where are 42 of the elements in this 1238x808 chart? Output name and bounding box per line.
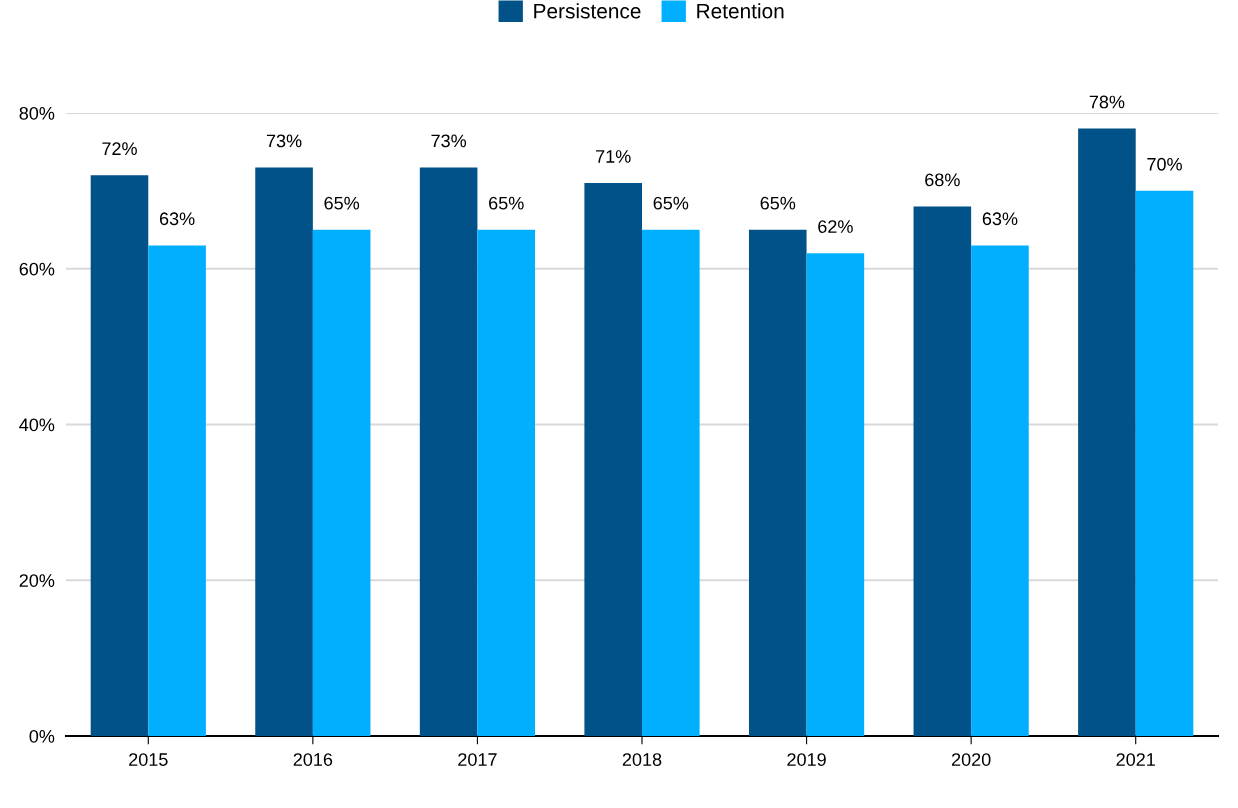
bar	[419, 167, 478, 736]
data-label: 65%	[324, 196, 360, 210]
bar	[748, 229, 807, 736]
data-label: 62%	[818, 220, 853, 233]
data-label: 63%	[159, 212, 195, 226]
bar	[642, 229, 700, 736]
data-label: 70%	[1147, 157, 1182, 171]
bar	[255, 167, 313, 736]
data-label: 73%	[266, 134, 302, 148]
data-label: 68%	[925, 173, 960, 187]
x-tick-label: 2018	[622, 753, 662, 766]
bar	[477, 229, 536, 736]
x-tick-label: 2020	[951, 753, 991, 766]
x-tick-label: 2021	[1116, 753, 1155, 766]
x-tick-label: 2016	[293, 753, 333, 766]
x-tick-label: 2019	[787, 753, 826, 766]
y-tick-label: 80%	[19, 106, 55, 120]
bar	[913, 206, 972, 736]
bar	[584, 183, 642, 736]
data-label: 72%	[102, 142, 137, 155]
y-tick-label: 0%	[29, 729, 55, 743]
bar	[90, 175, 149, 736]
data-label: 65%	[653, 196, 689, 210]
data-label: 65%	[760, 196, 796, 210]
data-label: 78%	[1089, 95, 1125, 109]
x-tick-label: 2017	[458, 753, 497, 766]
data-label: 63%	[982, 212, 1018, 226]
legend-label: Persistence	[534, 3, 641, 19]
bar	[971, 245, 1029, 736]
y-tick-label: 40%	[19, 418, 55, 432]
data-label: 65%	[489, 196, 524, 210]
legend-label: Retention	[697, 3, 784, 19]
bar	[312, 229, 371, 736]
y-tick-label: 60%	[19, 262, 55, 276]
bar	[806, 253, 865, 736]
bar	[148, 245, 206, 736]
bar	[1078, 128, 1136, 736]
y-tick-label: 20%	[19, 574, 55, 587]
bar	[1135, 190, 1194, 736]
data-label: 73%	[431, 134, 467, 148]
x-tick-label: 2015	[129, 753, 168, 766]
data-label: 71%	[596, 150, 631, 163]
